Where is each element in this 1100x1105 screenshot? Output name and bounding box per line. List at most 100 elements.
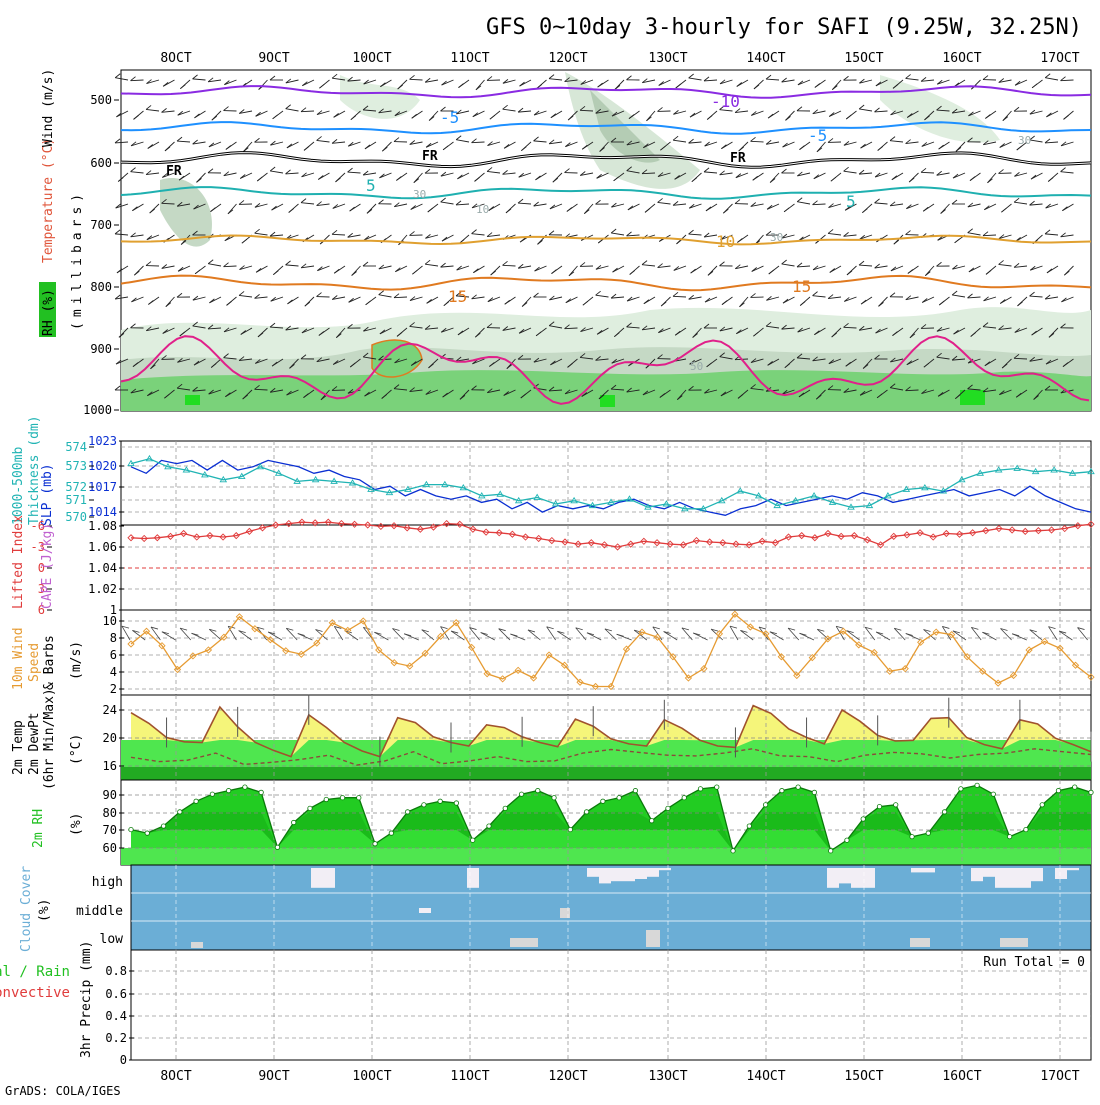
precip-label-convective: Convective [0, 985, 70, 1001]
contour-label-5-b: 5 [846, 192, 856, 211]
rh-point [796, 785, 800, 789]
top-x-tick: 9OCT [258, 51, 289, 66]
contour-label-minus5-a: -5 [440, 108, 459, 127]
temp2m-unit: (°C) [69, 734, 84, 765]
bottom-x-tick: 10OCT [352, 1069, 391, 1084]
precip-y-ticks: 0.80.60.40.20 [105, 964, 134, 1067]
cloud-high-bar [1007, 868, 1019, 888]
rh-point [715, 785, 719, 789]
rh-point [649, 819, 653, 823]
cloud-middle-bar [419, 908, 431, 913]
rh-point [438, 799, 442, 803]
bottom-x-tick: 15OCT [844, 1069, 883, 1084]
y-tick-label: 8 [110, 631, 117, 645]
rh-point [926, 831, 930, 835]
lifted-index-axis-label: Lifted Index [11, 515, 26, 609]
temp2m-label-a: 2m Temp [11, 720, 26, 775]
cloud-high-bar [1019, 868, 1031, 888]
rh-point [243, 785, 247, 789]
cloud-low-bar [560, 908, 570, 918]
y-tick-label: 2 [110, 682, 117, 696]
cloud-high-bar [971, 868, 983, 881]
rh-point [812, 790, 816, 794]
cloud-unit: (%) [37, 899, 52, 922]
thickness-axis-label-1: 1000-500mb [11, 447, 26, 525]
bottom-x-tick: 14OCT [746, 1069, 785, 1084]
top-x-tick: 10OCT [352, 51, 391, 66]
cloud-high-bar [467, 868, 479, 888]
y-tick-label: 0.4 [105, 1009, 127, 1023]
contour-label-minus10: -10 [711, 92, 740, 111]
cloud-level-high: high [92, 875, 123, 890]
rh-point [405, 810, 409, 814]
cloud-high-bar [863, 868, 875, 888]
cloud-high-bar [1031, 868, 1043, 881]
rh-point [519, 792, 523, 796]
y-tick-label: 20 [103, 731, 117, 745]
top-x-tick: 17OCT [1040, 51, 1079, 66]
rh-point [422, 803, 426, 807]
cloud-high-bar [323, 868, 335, 888]
rh-point [666, 806, 670, 810]
bottom-x-tick: 9OCT [258, 1069, 289, 1084]
cape-axis-label: CAPE (J/kg) [40, 523, 55, 609]
y-tick-label: 600 [90, 156, 112, 170]
cloud-high-bar [983, 868, 995, 877]
y-tick-label: 1.02 [88, 582, 117, 596]
cloud-low-bar [646, 930, 660, 947]
bottom-x-tick: 12OCT [548, 1069, 587, 1084]
y-tick-label: 0.6 [105, 987, 127, 1001]
contour-label-10: 10 [716, 232, 735, 251]
cloud-high-bar [311, 868, 323, 888]
cloud-high-bar [1055, 868, 1067, 879]
cloud-level-middle: middle [76, 904, 123, 919]
wind10m-label-b: Speed [27, 643, 42, 682]
cloud-high-bar [623, 868, 635, 881]
y-tick-label: 1000 [83, 403, 112, 417]
rh-point [487, 824, 491, 828]
temp-band-dark-2 [121, 767, 1091, 780]
rh-label-10: 10 [476, 203, 489, 216]
rh-point [210, 792, 214, 796]
rh-point [470, 838, 474, 842]
millibars-axis-label: (millibars) [70, 189, 85, 330]
rh-point [226, 788, 230, 792]
rh-axis-label: RH (%) [41, 289, 56, 336]
footer-credit: GrADS: COLA/IGES [5, 1084, 121, 1098]
rh-point [357, 796, 361, 800]
rh-point [682, 796, 686, 800]
cloud-high-bar [995, 868, 1007, 888]
y-tick-label: 700 [90, 218, 112, 232]
rh-point [910, 834, 914, 838]
rh-point [178, 810, 182, 814]
y-tick-label: 573 [65, 459, 87, 473]
rh-point [584, 810, 588, 814]
wind-barb-feather [115, 386, 120, 390]
wind-barb-feather [115, 230, 120, 234]
wind10m-label-c: & Barbs [42, 635, 57, 690]
cloud-low-bar [910, 938, 930, 947]
rh-point [763, 803, 767, 807]
rh-point [1007, 834, 1011, 838]
cloud-high-bar [851, 868, 863, 888]
precip-frame [131, 950, 1091, 1060]
y-tick-label: 1.08 [88, 519, 117, 533]
rh-label-30-c: 30 [770, 231, 783, 244]
rh-point [959, 787, 963, 791]
cloud-high-bar [827, 868, 839, 888]
cloud-high-bar [635, 868, 647, 879]
rh-point [975, 783, 979, 787]
rh-point [1040, 803, 1044, 807]
y-tick-label: 24 [103, 703, 117, 717]
y-tick-label: 6 [110, 648, 117, 662]
top-x-tick: 15OCT [844, 51, 883, 66]
bottom-x-tick: 11OCT [450, 1069, 489, 1084]
contour-label-fr-b: FR [730, 151, 746, 166]
y-tick-label: 0.2 [105, 1031, 127, 1045]
cloud-label: Cloud Cover [19, 866, 34, 952]
